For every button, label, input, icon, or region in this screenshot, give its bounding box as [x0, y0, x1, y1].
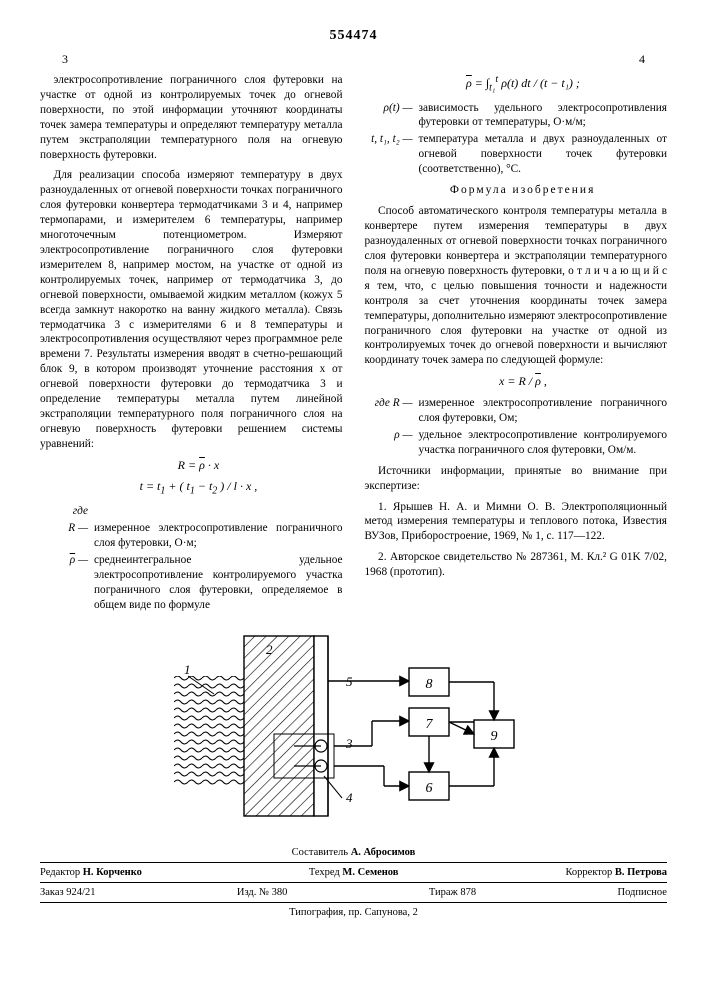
where-label: где	[40, 504, 94, 519]
sym-rho-bar: ρ —	[40, 553, 94, 613]
footer-rule-3	[40, 902, 667, 903]
formula-x: x = R / ρ ,	[365, 374, 668, 390]
order-label: Заказ	[40, 887, 64, 898]
editor-name: Н. Корченко	[83, 867, 142, 878]
page: 554474 3 4 электросопротивление погранич…	[0, 0, 707, 938]
label-5: 5	[346, 674, 353, 689]
def-temps: температура металла и двух разноудаленны…	[419, 132, 668, 177]
sym-R2: где R —	[365, 396, 419, 426]
compiler-label: Составитель	[292, 847, 348, 858]
compiler-name: А. Абросимов	[351, 847, 416, 858]
tech-name: М. Семенов	[342, 867, 398, 878]
block-8-label: 8	[425, 677, 432, 692]
sym-rho-t: ρ(t) —	[365, 101, 419, 131]
column-numbers: 3 4	[62, 52, 645, 67]
corr-name: В. Петрова	[615, 867, 667, 878]
definitions-left: где R — измеренное электросопротивление …	[40, 504, 343, 612]
section-claims: Формула изобретения	[365, 183, 668, 198]
tir-value: 878	[460, 887, 476, 898]
label-3: 3	[345, 736, 353, 751]
footer-rule-1	[40, 862, 667, 863]
definitions-right-1: ρ(t) — зависимость удельного электросопр…	[365, 101, 668, 178]
subscription-label: Подписное	[618, 887, 667, 898]
typography-line: Типография, пр. Сапунова, 2	[40, 907, 667, 918]
footer-rule-2	[40, 882, 667, 883]
claim-text: Способ автоматического контроля температ…	[365, 204, 668, 368]
sources-heading: Источники информации, принятые во вниман…	[365, 464, 668, 494]
document-number: 554474	[40, 28, 667, 44]
def-rho2: удельное электросопротивление контролиру…	[419, 428, 668, 458]
tir-label: Тираж	[429, 887, 458, 898]
definitions-claim: где R — измеренное электросопротивление …	[365, 396, 668, 458]
footer: Составитель А. Абросимов Редактор Н. Кор…	[40, 847, 667, 918]
formula-t: t = t1 + ( t1 − t2 ) / l · x ,	[40, 479, 343, 498]
source-2: 2. Авторское свидетельство № 287361, М. …	[365, 550, 668, 580]
def-R: измеренное электросопротивление погранич…	[94, 521, 343, 551]
block-9-label: 9	[490, 729, 497, 744]
source-1: 1. Ярышев Н. А. и Мимни О. В. Электропол…	[365, 500, 668, 545]
editor-label: Редактор	[40, 867, 80, 878]
def-R2: измеренное электросопротивление погранич…	[419, 396, 668, 426]
col-num-left: 3	[62, 52, 68, 67]
def-rho-bar: среднеинтегральное удельное электросопро…	[94, 553, 343, 613]
figure: 8 7 6 9 1 2 3 4 5	[40, 626, 667, 831]
order-value: 924/21	[66, 887, 95, 898]
def-rho-t: зависимость удельного электросопротивлен…	[419, 101, 668, 131]
para-2: Для реализации способа измеряют температ…	[40, 168, 343, 451]
sym-R: R —	[40, 521, 94, 551]
formula-rho-integral: ρ = ∫t₁t ρ(t) dt / (t − t₁) ;	[365, 73, 668, 95]
label-4: 4	[346, 790, 353, 805]
izd-value: 380	[272, 887, 288, 898]
text-columns: электросопротивление пограничного слоя ф…	[40, 73, 667, 612]
izd-label: Изд. №	[237, 887, 269, 898]
formula-R: R = ρ · x	[40, 458, 343, 474]
tech-label: Техред	[309, 867, 340, 878]
corr-label: Корректор	[565, 867, 612, 878]
block-7-label: 7	[425, 717, 433, 732]
col-num-right: 4	[639, 52, 645, 67]
label-2: 2	[266, 642, 273, 657]
block-6-label: 6	[425, 781, 432, 796]
schematic-svg: 8 7 6 9 1 2 3 4 5	[174, 626, 534, 826]
sym-rho2: ρ —	[365, 428, 419, 458]
label-1: 1	[184, 662, 191, 677]
sym-temps: t, t₁, t₂ —	[365, 132, 419, 177]
para-1: электросопротивление пограничного слоя ф…	[40, 73, 343, 162]
